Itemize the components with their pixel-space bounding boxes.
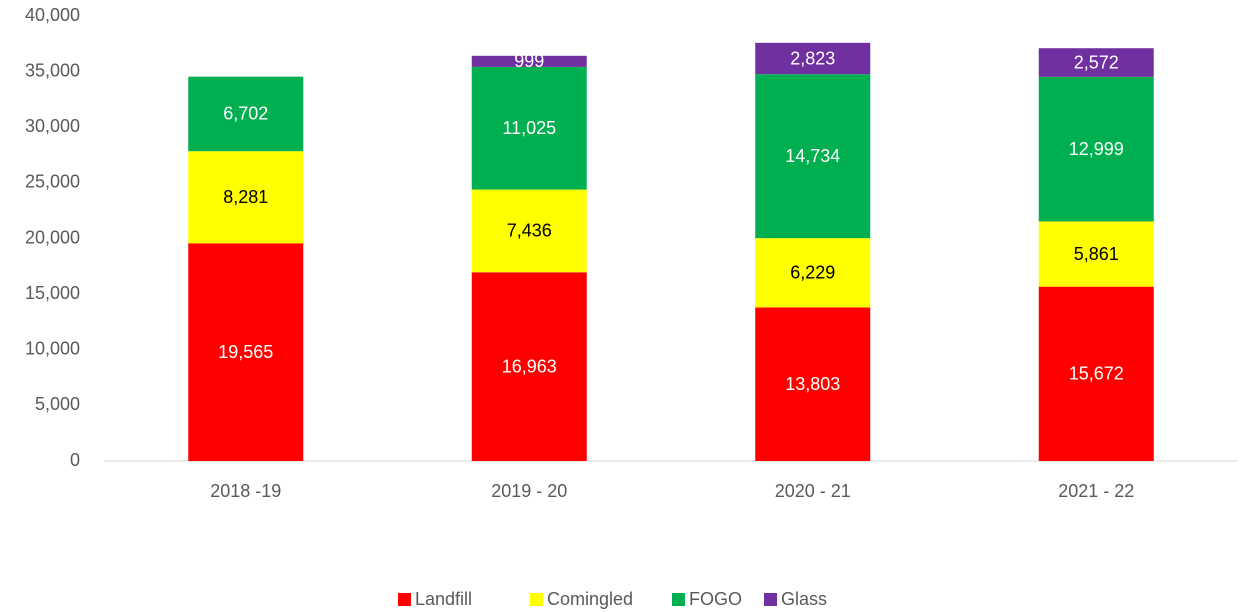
data-label: 16,963 bbox=[502, 356, 557, 376]
legend-swatch bbox=[764, 593, 777, 606]
bar-segment bbox=[755, 238, 871, 308]
legend-swatch bbox=[398, 593, 411, 606]
bar-segment bbox=[755, 42, 871, 75]
data-label: 6,229 bbox=[790, 263, 835, 283]
legend-swatch bbox=[530, 593, 543, 606]
bar-segment bbox=[471, 66, 587, 190]
bar-segment bbox=[471, 189, 587, 273]
y-tick-label: 35,000 bbox=[25, 60, 80, 80]
y-tick-label: 15,000 bbox=[25, 283, 80, 303]
data-label: 12,999 bbox=[1069, 139, 1124, 159]
y-tick-label: 0 bbox=[70, 450, 80, 470]
data-label: 13,803 bbox=[785, 374, 840, 394]
data-label: 2,823 bbox=[790, 48, 835, 68]
x-tick-label: 2019 - 20 bbox=[491, 481, 567, 501]
data-label: 14,734 bbox=[785, 146, 840, 166]
data-label: 7,436 bbox=[507, 221, 552, 241]
data-label: 15,672 bbox=[1069, 364, 1124, 384]
legend-label: Glass bbox=[781, 589, 827, 609]
legend-label: FOGO bbox=[689, 589, 742, 609]
data-label: 11,025 bbox=[502, 118, 556, 138]
bar-segment bbox=[1038, 48, 1154, 77]
data-label: 5,861 bbox=[1074, 244, 1119, 264]
bar-segment bbox=[188, 243, 304, 461]
data-label: 2,572 bbox=[1074, 52, 1119, 72]
legend-label: Comingled bbox=[547, 589, 633, 609]
bar-segment bbox=[1038, 221, 1154, 287]
bar-segment bbox=[188, 76, 304, 152]
data-label: 8,281 bbox=[223, 187, 268, 207]
bar-segment bbox=[188, 151, 304, 244]
bar-segment bbox=[1038, 286, 1154, 461]
x-tick-label: 2021 - 22 bbox=[1058, 481, 1134, 501]
data-label: 19,565 bbox=[218, 342, 273, 362]
bar-segment bbox=[755, 307, 871, 461]
y-tick-label: 10,000 bbox=[25, 339, 80, 359]
y-tick-label: 5,000 bbox=[35, 394, 80, 414]
y-tick-label: 25,000 bbox=[25, 172, 80, 192]
data-label: 6,702 bbox=[223, 104, 268, 124]
y-tick-label: 30,000 bbox=[25, 116, 80, 136]
bar-segment bbox=[471, 272, 587, 461]
x-tick-label: 2020 - 21 bbox=[775, 481, 851, 501]
bar-segment bbox=[1038, 76, 1154, 222]
data-label: 999 bbox=[514, 51, 544, 71]
y-tick-label: 20,000 bbox=[25, 227, 80, 247]
x-tick-label: 2018 -19 bbox=[210, 481, 281, 501]
legend-swatch bbox=[672, 593, 685, 606]
bar-segment bbox=[755, 74, 871, 239]
y-tick-label: 40,000 bbox=[25, 5, 80, 25]
bar-segment bbox=[471, 55, 587, 67]
legend-label: Landfill bbox=[415, 589, 472, 609]
